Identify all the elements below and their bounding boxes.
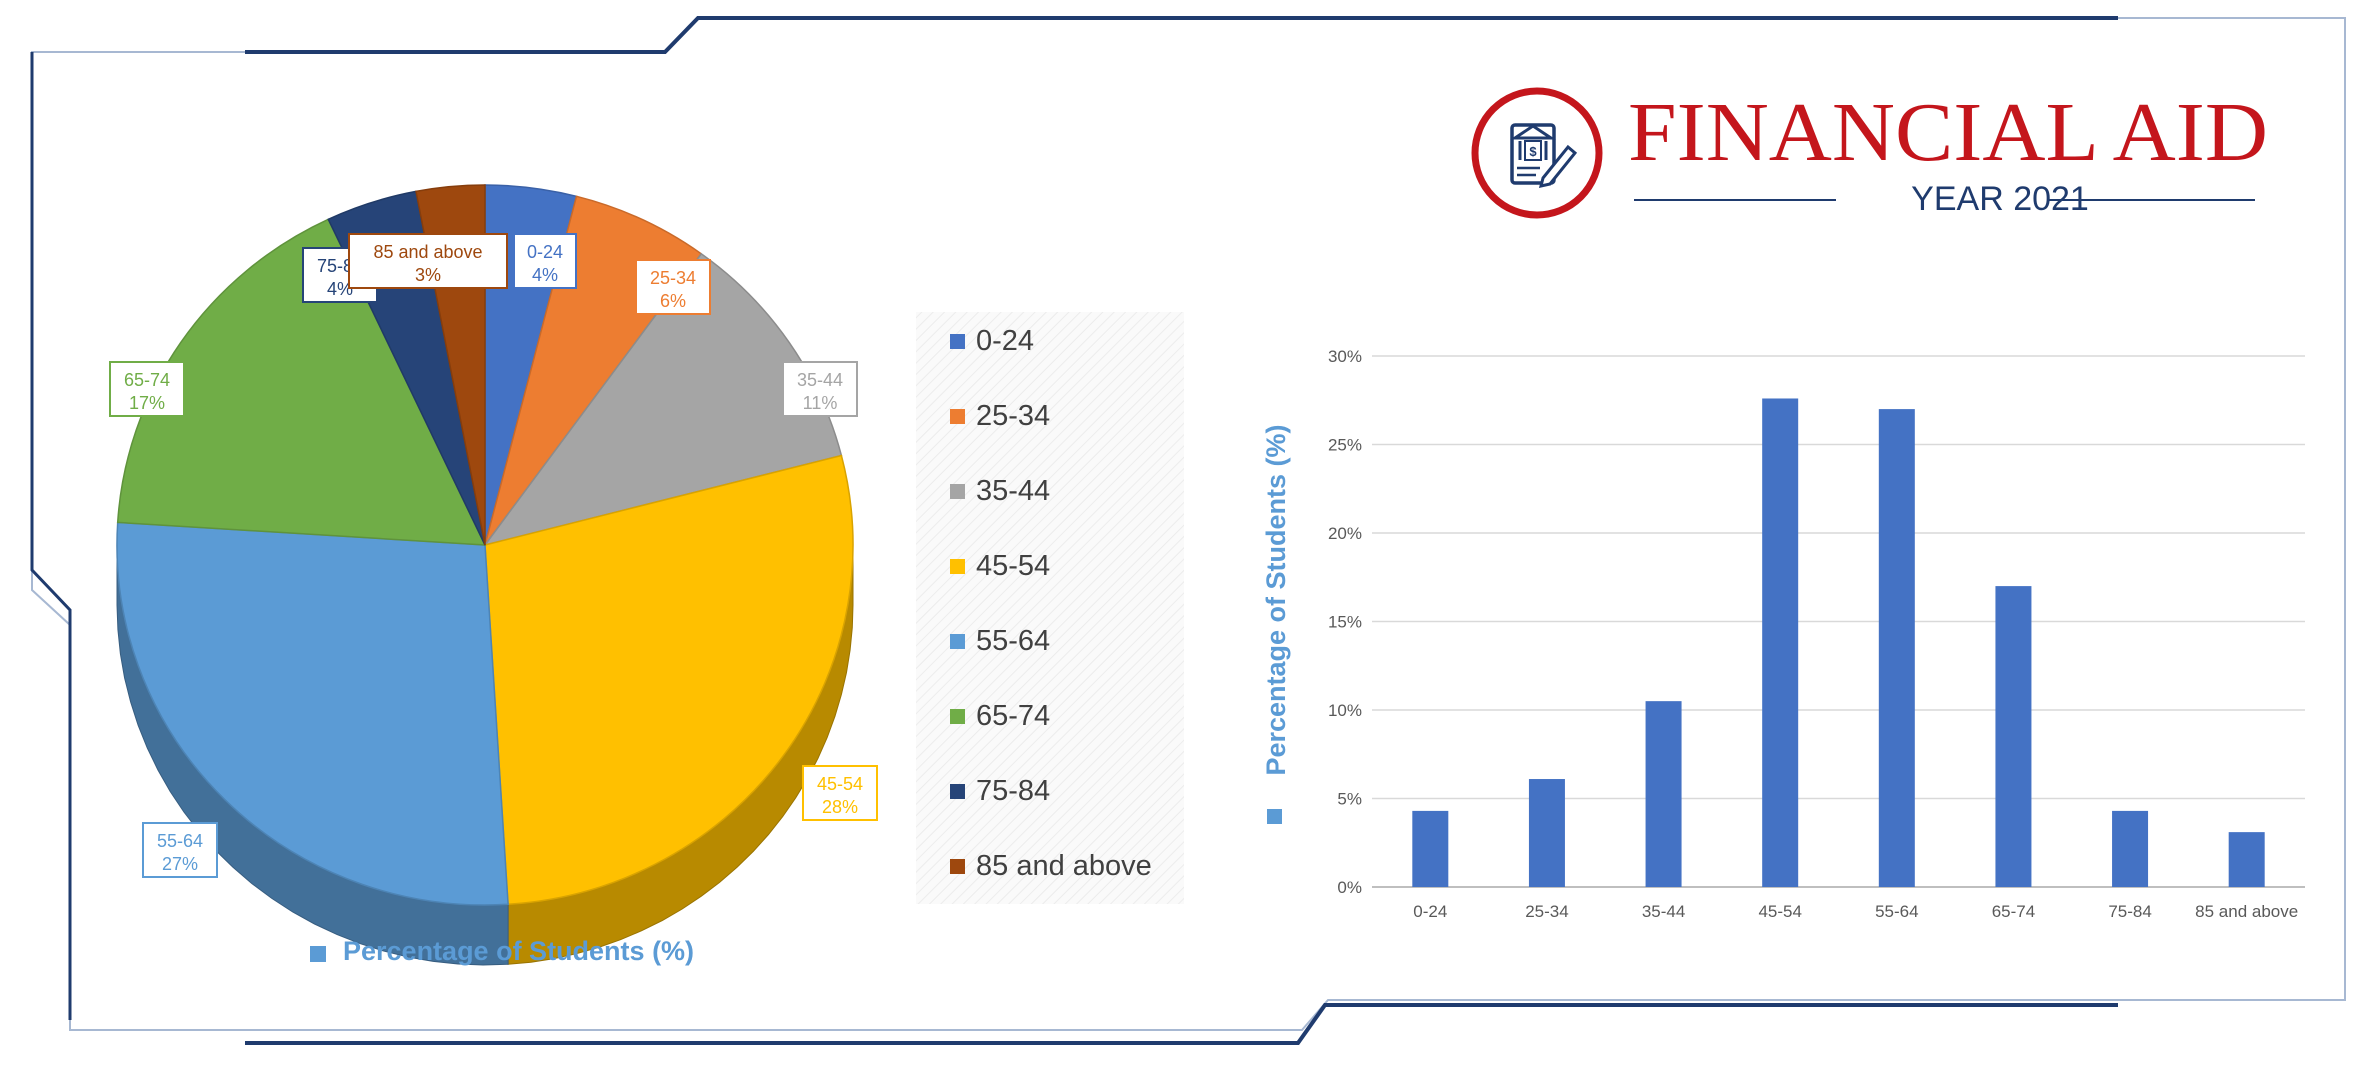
legend-swatch	[950, 784, 965, 799]
legend-label: 45-54	[976, 550, 1050, 582]
pie-data-label-category: 65-74	[124, 370, 170, 390]
legend-item-45-54: 45-54	[950, 550, 1050, 582]
bar-35-44	[1645, 701, 1682, 887]
pie-data-label-category: 85 and above	[373, 242, 482, 262]
pie-data-label-25-34: 25-34 6%	[635, 259, 711, 315]
legend-item-55-64: 55-64	[950, 625, 1050, 657]
pie-data-label-category: 0-24	[527, 242, 563, 262]
brand-title: FINANCIAL AID	[1628, 86, 2268, 179]
pie-data-label-value: 11%	[803, 393, 838, 413]
legend-item-85 and above: 85 and above	[950, 850, 1152, 882]
legend-label: 25-34	[976, 400, 1050, 432]
bar-xtick-label: 65-74	[1992, 902, 2035, 921]
bar-xtick-label: 45-54	[1758, 902, 1801, 921]
legend-label: 85 and above	[976, 850, 1152, 882]
pie-data-label-category: 55-64	[157, 831, 203, 851]
legend-swatch	[950, 409, 965, 424]
pie-data-label-value: 28%	[822, 797, 858, 817]
bar-ylabel-text: Percentage of Students (%)	[1261, 424, 1291, 775]
pie-data-label-box	[142, 822, 218, 878]
bar-chart: 0% 5% 10% 15% 20% 25% 30% 0-24 25-34 35-44 45-54 55…	[1328, 347, 2305, 921]
bar-45-54	[1762, 398, 1799, 887]
pie-data-label-box	[802, 765, 878, 821]
legend-label: 0-24	[976, 325, 1034, 357]
pie-data-label-category: 45-54	[817, 774, 863, 794]
pie-data-label-category: 35-44	[797, 370, 843, 390]
pie-data-label-55-64: 55-64 27%	[142, 822, 218, 878]
legend-label: 55-64	[976, 625, 1050, 657]
svg-text:$: $	[1529, 144, 1537, 159]
bar-xtick-label: 0-24	[1413, 902, 1447, 921]
decorative-frame	[30, 16, 2346, 1045]
pie-data-label-value: 17%	[129, 393, 165, 413]
pie-data-label-box	[782, 361, 858, 417]
bar-xtick-label: 55-64	[1875, 902, 1918, 921]
pie-data-label-value: 27%	[162, 854, 198, 874]
pie-series-label: Percentage of Students (%)	[310, 936, 694, 966]
pie-slice-35-44	[483, 252, 843, 547]
bar-xtick-label: 75-84	[2108, 902, 2151, 921]
pie-data-label-85 and above: 85 and above 3%	[348, 233, 508, 289]
legend-label: 65-74	[976, 700, 1050, 732]
bank-document-pen-icon: $	[1471, 87, 1603, 219]
bar-65-74	[1995, 586, 2032, 887]
pie-slice-55-64	[116, 521, 509, 906]
pie-data-label-0-24: 0-24 4%	[513, 233, 577, 289]
legend-swatch	[950, 859, 965, 874]
bar-ytick-label: 10%	[1328, 701, 1362, 720]
bar-ytick-label: 15%	[1328, 613, 1362, 632]
legend-swatch	[950, 484, 965, 499]
pie-series-marker	[310, 946, 326, 962]
pie-data-label-value: 4%	[327, 279, 353, 299]
bar-75-84	[2112, 810, 2149, 887]
pie-data-label-65-74: 65-74 17%	[109, 361, 185, 417]
pie-series-label-text: Percentage of Students (%)	[343, 936, 694, 966]
pie-data-label-45-54: 45-54 28%	[802, 765, 878, 821]
bar-ytick-label: 5%	[1337, 790, 1362, 809]
pie-slice-65-74	[116, 218, 487, 546]
bar-ytick-label: 25%	[1328, 436, 1362, 455]
bar-ylabel: Percentage of Students (%)	[1261, 424, 1291, 775]
legend-item-75-84: 75-84	[950, 775, 1050, 807]
bar-xtick-label: 25-34	[1525, 902, 1568, 921]
bar-55-64	[1878, 409, 1915, 887]
legend-label: 35-44	[976, 475, 1050, 507]
pie-data-label-box	[109, 361, 185, 417]
legend-swatch	[950, 634, 965, 649]
pie-chart: 0-24 4% 25-34 6% 35-44 11% 45-54 28% 55-64 27% 65-…	[109, 184, 878, 966]
pie-data-label-value: 4%	[532, 265, 558, 285]
pie-data-label-35-44: 35-44 11%	[782, 361, 858, 417]
bar-85 and above	[2228, 832, 2265, 887]
bar-ytick-label: 20%	[1328, 524, 1362, 543]
pie-data-label-value: 3%	[415, 265, 441, 285]
legend-item-25-34: 25-34	[950, 400, 1050, 432]
pie-data-label-box	[513, 233, 577, 289]
bar-25-34	[1528, 779, 1565, 887]
bar-ytick-label: 30%	[1328, 347, 1362, 366]
legend-item-35-44: 35-44	[950, 475, 1050, 507]
legend-swatch	[950, 559, 965, 574]
bar-ylabel-marker	[1267, 809, 1282, 824]
pie-data-label-value: 6%	[660, 291, 686, 311]
legend-swatch	[950, 709, 965, 724]
legend-swatch	[950, 334, 965, 349]
legend-item-0-24: 0-24	[950, 325, 1034, 357]
brand-header: $ FINANCIAL AID YEAR 2021	[1471, 86, 2268, 219]
pie-legend: 0-24 25-34 35-44 45-54 55-64 65-74 75-84 85 and…	[916, 312, 1184, 904]
legend-label: 75-84	[976, 775, 1050, 807]
pie-data-label-box	[348, 233, 508, 289]
pie-data-label-category: 25-34	[650, 268, 696, 288]
pie-slice-45-54	[484, 454, 854, 906]
bar-xtick-label: 85 and above	[2195, 902, 2298, 921]
bar-ytick-label: 0%	[1337, 878, 1362, 897]
bar-xtick-label: 35-44	[1642, 902, 1685, 921]
bar-0-24	[1412, 810, 1449, 887]
legend-item-65-74: 65-74	[950, 700, 1050, 732]
pie-data-label-box	[635, 259, 711, 315]
